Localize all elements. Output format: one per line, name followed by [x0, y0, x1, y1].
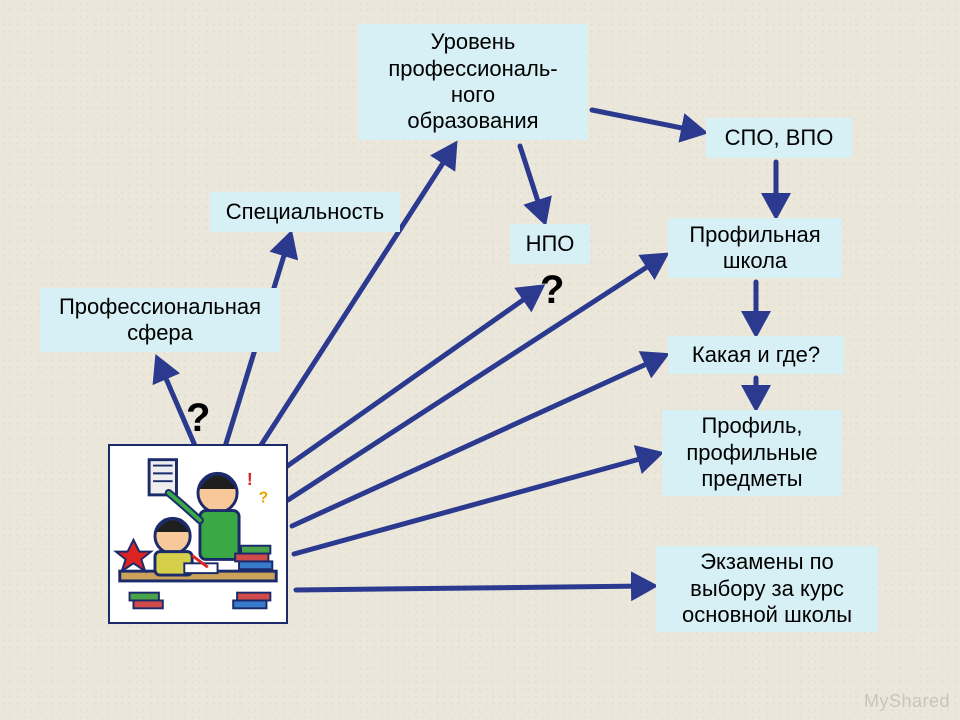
- node-edu-level: Уровень профессиональ- ного образования: [358, 24, 588, 140]
- node-prof-sphere: Профессиональная сфера: [40, 288, 280, 352]
- question-mark-left: ?: [186, 396, 210, 441]
- node-exams: Экзамены по выбору за курс основной школ…: [656, 546, 878, 632]
- node-profile-school: Профильная школа: [668, 218, 842, 278]
- node-which-where: Какая и где?: [668, 336, 844, 374]
- watermark: MyShared: [864, 691, 950, 712]
- students-illustration: ! ?: [108, 444, 288, 624]
- question-mark-mid: ?: [540, 268, 564, 313]
- node-spo-vpo: СПО, ВПО: [706, 118, 852, 158]
- svg-text:!: !: [247, 469, 253, 489]
- node-specialty: Специальность: [210, 192, 400, 232]
- node-npo: НПО: [510, 224, 590, 264]
- node-profile-subj: Профиль, профильные предметы: [662, 410, 842, 496]
- svg-text:?: ?: [259, 490, 269, 507]
